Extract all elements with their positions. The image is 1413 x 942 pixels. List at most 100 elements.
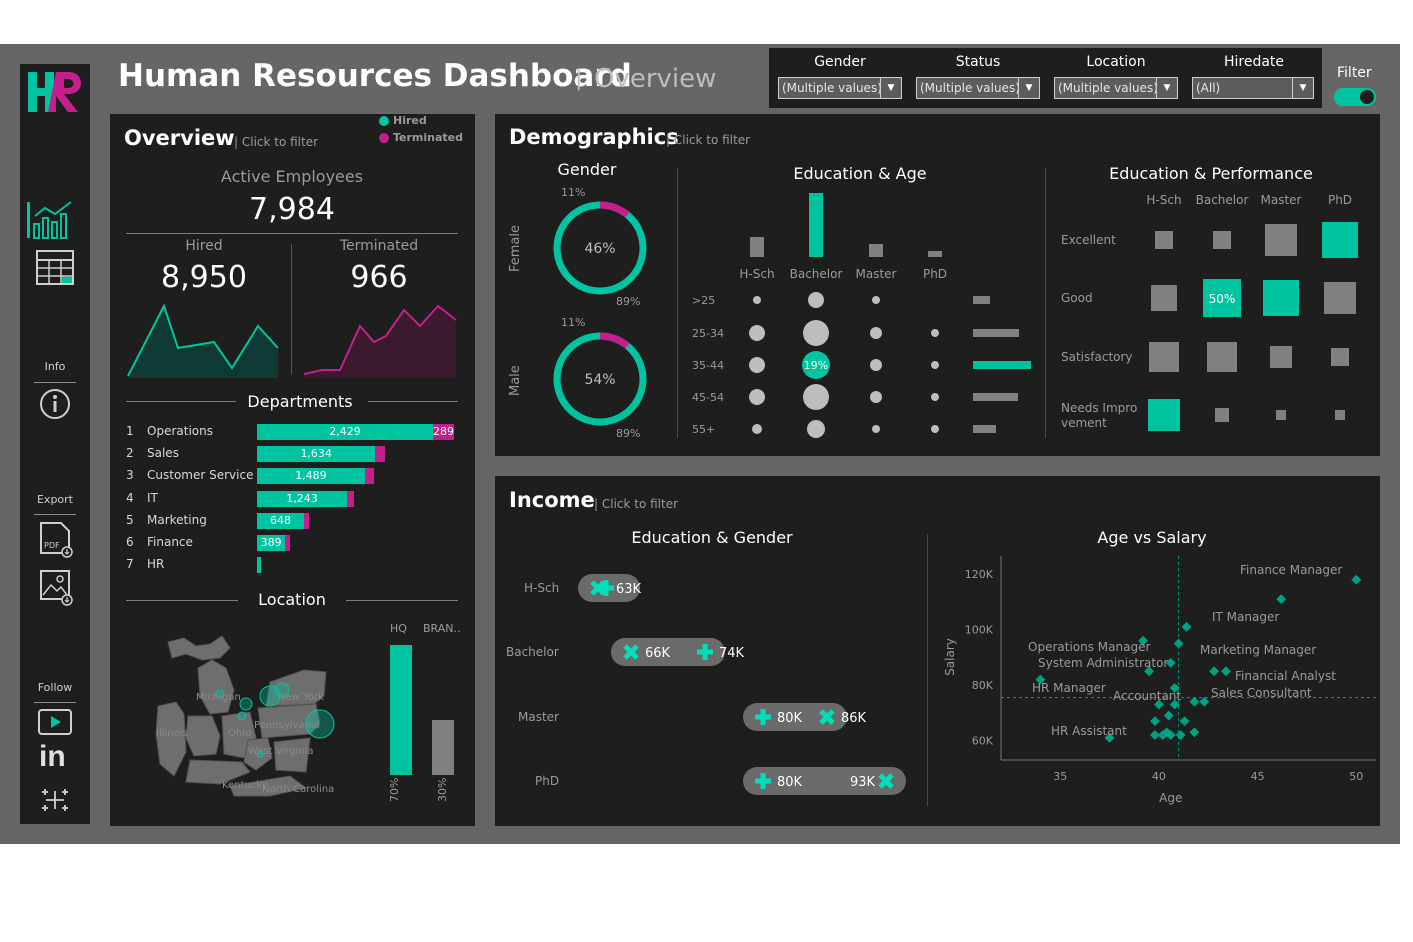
hiredate-filter-select[interactable]: (All) ▼ (1192, 77, 1314, 99)
map-state-illinois[interactable] (155, 701, 187, 777)
perf-square[interactable] (1276, 410, 1286, 420)
income-range-pill[interactable] (743, 703, 847, 731)
male-plus-marker[interactable] (755, 773, 771, 789)
perf-square[interactable] (1331, 348, 1349, 366)
info-icon[interactable] (39, 388, 71, 420)
perf-square[interactable] (1213, 231, 1231, 249)
age-total-bar[interactable] (973, 361, 1031, 369)
income-range-pill[interactable] (611, 638, 725, 666)
edu-age-chart[interactable]: H-Sch Bachelor Master PhD >25 25-34 35-44 19% 45… (688, 186, 1040, 442)
edu-age-bubble[interactable] (872, 296, 880, 304)
perf-square[interactable] (1335, 410, 1345, 420)
chevron-down-icon[interactable]: ▼ (880, 78, 901, 98)
edu-age-bubble[interactable] (749, 325, 765, 341)
gender-filter-select[interactable]: (Multiple values) ▼ (778, 77, 902, 99)
location-filter-select[interactable]: (Multiple values) ▼ (1054, 77, 1178, 99)
scatter-point[interactable] (1351, 574, 1362, 585)
edu-total-bar[interactable] (750, 237, 764, 257)
map-state-kentucky[interactable] (185, 759, 251, 785)
map-state-west-virginia[interactable] (243, 737, 273, 771)
perf-square[interactable] (1265, 224, 1297, 256)
edu-age-bubble[interactable] (931, 361, 939, 369)
scatter-point[interactable] (1173, 638, 1184, 649)
department-terminated-bar[interactable] (285, 535, 291, 551)
youtube-icon[interactable] (38, 709, 72, 735)
scatter-point[interactable] (1169, 699, 1180, 710)
perf-square[interactable] (1203, 279, 1241, 317)
perf-square[interactable] (1151, 285, 1177, 311)
perf-square[interactable] (1148, 399, 1180, 431)
edu-age-bubble[interactable] (872, 425, 880, 433)
age-salary-chart[interactable]: 120K 100K 80K 60K 35 40 45 50 Salary Age Finance M… (936, 552, 1376, 814)
age-total-bar[interactable] (973, 425, 996, 433)
edu-age-bubble[interactable] (931, 425, 939, 433)
edu-age-bubble[interactable] (749, 357, 765, 373)
male-plus-marker[interactable] (755, 709, 771, 725)
age-total-bar[interactable] (973, 393, 1018, 401)
female-x-marker[interactable] (623, 644, 639, 660)
edu-age-highlight-bubble[interactable] (802, 351, 830, 379)
edu-age-bubble[interactable] (870, 391, 882, 403)
department-terminated-bar[interactable] (364, 468, 374, 485)
terminated-trend-chart[interactable] (302, 296, 458, 378)
scatter-point[interactable] (1199, 696, 1210, 707)
hired-trend-chart[interactable] (126, 296, 282, 378)
map-state-indiana[interactable] (185, 715, 221, 757)
age-total-bar[interactable] (973, 296, 990, 304)
male-plus-marker[interactable] (598, 580, 614, 596)
filter-toggle[interactable] (1334, 88, 1376, 106)
income-range-pill[interactable] (743, 767, 906, 795)
perf-square[interactable] (1324, 282, 1356, 314)
scatter-point[interactable] (1276, 594, 1287, 605)
edu-perf-chart[interactable]: H-Sch Bachelor Master PhD Excellent Good Satis… (1056, 186, 1376, 442)
perf-square[interactable] (1215, 408, 1229, 422)
table-view-icon[interactable] (36, 250, 76, 286)
female-donut[interactable]: 46% (548, 196, 652, 300)
female-x-marker[interactable] (878, 773, 894, 789)
edu-total-bar[interactable] (869, 244, 883, 257)
loc-branch-bar[interactable] (432, 720, 454, 775)
perf-square[interactable] (1207, 342, 1237, 372)
legend-terminated-label[interactable]: Terminated (393, 131, 464, 144)
department-terminated-bar[interactable] (375, 446, 385, 463)
edu-age-bubble[interactable] (753, 296, 761, 304)
scatter-point[interactable] (1181, 621, 1192, 632)
status-filter-select[interactable]: (Multiple values) ▼ (916, 77, 1040, 99)
department-hired-bar[interactable]: 2,429 (257, 424, 433, 440)
analytics-icon[interactable] (27, 198, 77, 240)
department-hired-bar[interactable]: 1,634 (257, 446, 376, 463)
scatter-point[interactable] (1209, 666, 1220, 677)
department-hired-bar[interactable] (257, 557, 262, 574)
scatter-point[interactable] (1221, 666, 1231, 677)
edu-age-bubble[interactable] (870, 327, 882, 339)
edu-age-bubble[interactable] (807, 420, 825, 438)
linkedin-icon[interactable]: in (39, 740, 66, 773)
edu-age-bubble[interactable] (752, 424, 762, 434)
department-terminated-bar[interactable]: 289 (433, 424, 454, 440)
scatter-point[interactable] (1189, 696, 1200, 707)
image-export-icon[interactable] (39, 569, 75, 607)
map-state-north-carolina[interactable] (229, 775, 308, 797)
perf-square[interactable] (1322, 222, 1358, 258)
edu-age-bubble[interactable] (870, 359, 882, 371)
chevron-down-icon[interactable]: ▼ (1018, 78, 1039, 98)
scatter-point[interactable] (1169, 682, 1180, 693)
department-hired-bar[interactable]: 1,489 (257, 468, 365, 485)
edu-total-bar[interactable] (809, 193, 823, 257)
chevron-down-icon[interactable]: ▼ (1156, 78, 1177, 98)
scatter-point[interactable] (1149, 716, 1160, 727)
edu-age-bubble[interactable] (749, 389, 765, 405)
perf-square[interactable] (1155, 231, 1173, 249)
scatter-point[interactable] (1189, 727, 1200, 738)
legend-hired-label[interactable]: Hired (393, 114, 427, 127)
map-state-michigan[interactable] (197, 659, 235, 715)
perf-square[interactable] (1149, 342, 1179, 372)
scatter-point[interactable] (1163, 710, 1174, 721)
department-hired-bar[interactable]: 389 (257, 535, 286, 551)
income-edu-gender-chart[interactable]: H-Sch 63K Bachelor 66K 74K Master 80K 86K PhD 80K… (500, 556, 920, 816)
map-state-michigan-upper[interactable] (167, 635, 231, 661)
edu-age-bubble[interactable] (931, 329, 939, 337)
edu-age-bubble[interactable] (803, 384, 829, 410)
male-donut[interactable]: 54% (548, 327, 652, 431)
edu-age-bubble[interactable] (808, 292, 824, 308)
